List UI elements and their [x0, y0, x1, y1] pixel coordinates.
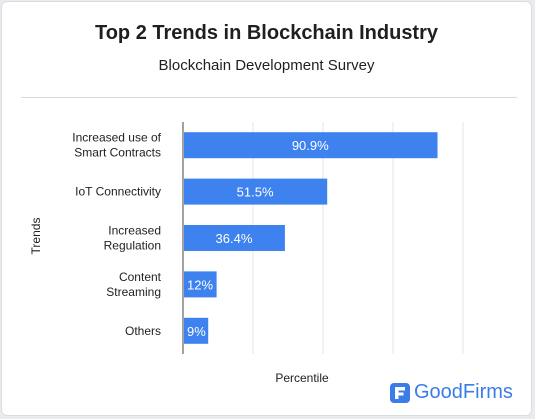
goodfirms-logo: GoodFirms — [389, 381, 513, 404]
category-label-line: Streaming — [106, 285, 161, 299]
bars: 90.9% 51.5% 36.4% 12% 9% — [184, 132, 438, 344]
bar — [184, 317, 209, 344]
category-label-line: Smart Contracts — [74, 146, 161, 160]
title-divider — [21, 97, 517, 98]
brand-name: GoodFirms — [414, 381, 513, 403]
bar — [184, 271, 217, 298]
category-label: IoT Connectivity — [75, 185, 161, 199]
category-label-line: Increased — [108, 224, 161, 238]
x-axis-title: Percentile — [275, 371, 329, 385]
y-axis-title: Trends — [29, 218, 43, 255]
category-label-line: Increased use of — [72, 131, 161, 145]
category-label-line: Regulation — [104, 239, 161, 253]
bar-value-label: 51.5% — [237, 185, 274, 200]
goodfirms-icon — [390, 382, 410, 403]
chart-title: Top 2 Trends in Blockchain Industry — [94, 22, 439, 44]
category-label: Content Streaming — [106, 270, 161, 299]
bar-value-label: 36.4% — [216, 231, 253, 246]
category-label: Increased Regulation — [104, 224, 161, 253]
category-label-line: Others — [125, 324, 161, 338]
bar — [184, 178, 328, 205]
bar — [184, 132, 438, 159]
bar — [184, 225, 285, 251]
category-label: Others — [125, 324, 161, 338]
category-label-line: Content — [119, 270, 162, 284]
category-label: Increased use of Smart Contracts — [72, 131, 161, 160]
category-labels: Increased use of Smart Contracts IoT Conne… — [72, 131, 161, 338]
bar-value-label: 9% — [187, 324, 206, 339]
bar-value-label: 90.9% — [292, 138, 329, 153]
chart-subtitle: Blockchain Development Survey — [158, 57, 375, 74]
bar-value-label: 12% — [187, 277, 213, 292]
category-label-line: IoT Connectivity — [75, 185, 161, 199]
